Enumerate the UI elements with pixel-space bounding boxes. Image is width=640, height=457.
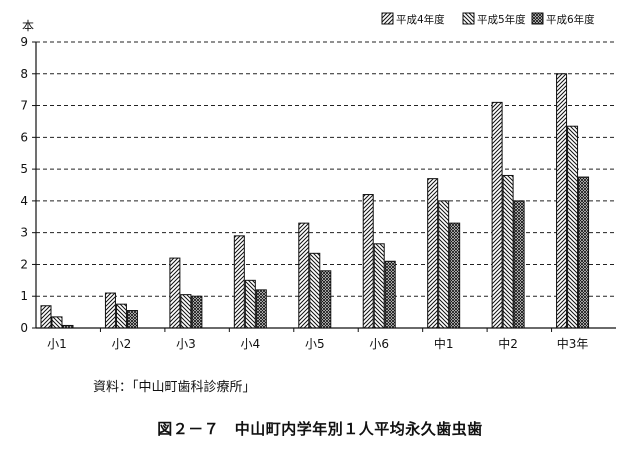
y-tick-label-8: 8 (20, 67, 28, 81)
legend-swatch-平成6年度 (531, 12, 544, 25)
bar-中2-平成5年度 (502, 174, 514, 329)
axes (32, 41, 616, 332)
bar-中3年-平成6年度 (578, 176, 590, 329)
bar-中1-平成4年度 (427, 178, 439, 329)
x-tick-label-中1: 中1 (434, 336, 454, 351)
bar-小2-平成4年度 (104, 292, 116, 329)
y-tick-label-6: 6 (20, 130, 28, 144)
y-tick-label-4: 4 (20, 194, 28, 208)
y-tick-label-7: 7 (20, 99, 28, 113)
source-note: 資料：「中山町歯科診療所」 (93, 380, 256, 395)
grid-lines (36, 41, 616, 297)
bar-小6-平成6年度 (384, 260, 396, 329)
bar-小6-平成4年度 (362, 194, 374, 329)
y-unit-label: 本 (22, 19, 34, 33)
x-tick-label-小5: 小5 (305, 337, 325, 351)
bar-小4-平成6年度 (255, 289, 267, 329)
x-tick-label-小3: 小3 (176, 337, 196, 351)
bar-中3年-平成5年度 (567, 125, 579, 329)
x-tick-label-小4: 小4 (241, 337, 261, 351)
figure-caption: 図２－７ 中山町内学年別１人平均永久歯虫歯 (157, 420, 483, 438)
legend-label-平成6年度: 平成6年度 (546, 13, 595, 26)
bar-中1-平成5年度 (438, 200, 450, 329)
bar-小1-平成4年度 (40, 305, 52, 329)
y-tick-label-3: 3 (20, 226, 28, 240)
bar-小2-平成6年度 (126, 310, 138, 329)
y-tick-label-1: 1 (20, 289, 28, 303)
bar-小1-平成5年度 (51, 316, 63, 329)
bar-中2-平成6年度 (513, 200, 525, 329)
bar-小6-平成5年度 (373, 243, 385, 329)
legend-label-平成5年度: 平成5年度 (477, 13, 526, 26)
y-tick-label-9: 9 (20, 35, 28, 49)
bar-小3-平成4年度 (169, 257, 181, 329)
bar-中2-平成4年度 (491, 101, 503, 329)
bar-中1-平成6年度 (449, 222, 461, 329)
bar-小5-平成6年度 (320, 270, 332, 329)
bars (40, 73, 590, 329)
bar-小2-平成5年度 (115, 303, 127, 329)
y-tick-label-2: 2 (20, 257, 28, 271)
x-tick-label-中3年: 中3年 (557, 336, 589, 351)
bar-小4-平成5年度 (244, 279, 256, 329)
legend-swatch-平成5年度 (462, 12, 475, 25)
bar-小3-平成6年度 (191, 295, 203, 329)
x-tick-label-小2: 小2 (112, 337, 132, 351)
legend: 平成4年度 平成5年度 平成6年度 (381, 12, 595, 26)
bar-中3年-平成4年度 (556, 73, 568, 329)
bar-小3-平成5年度 (180, 294, 192, 329)
x-tick-label-小6: 小6 (369, 337, 389, 351)
bar-小5-平成5年度 (309, 252, 321, 329)
x-tick-label-小1: 小1 (47, 337, 67, 351)
bar-小4-平成4年度 (233, 235, 245, 329)
labels: 0 1 2 3 4 5 6 7 8 9 小1 小2 小3 小4 小5 小6 中1 中2 中3年 (20, 35, 588, 351)
legend-label-平成4年度: 平成4年度 (396, 13, 445, 26)
y-tick-label-5: 5 (20, 162, 28, 176)
y-tick-label-0: 0 (20, 321, 28, 335)
bar-小5-平成4年度 (298, 222, 310, 329)
legend-swatch-平成4年度 (381, 12, 394, 25)
chart-area: 0 1 2 3 4 5 6 7 8 9 小1 小2 小3 小4 小5 小6 中1 中2 中3年 本 平成4年度 平成5… (20, 12, 616, 351)
x-tick-label-中2: 中2 (498, 336, 518, 351)
